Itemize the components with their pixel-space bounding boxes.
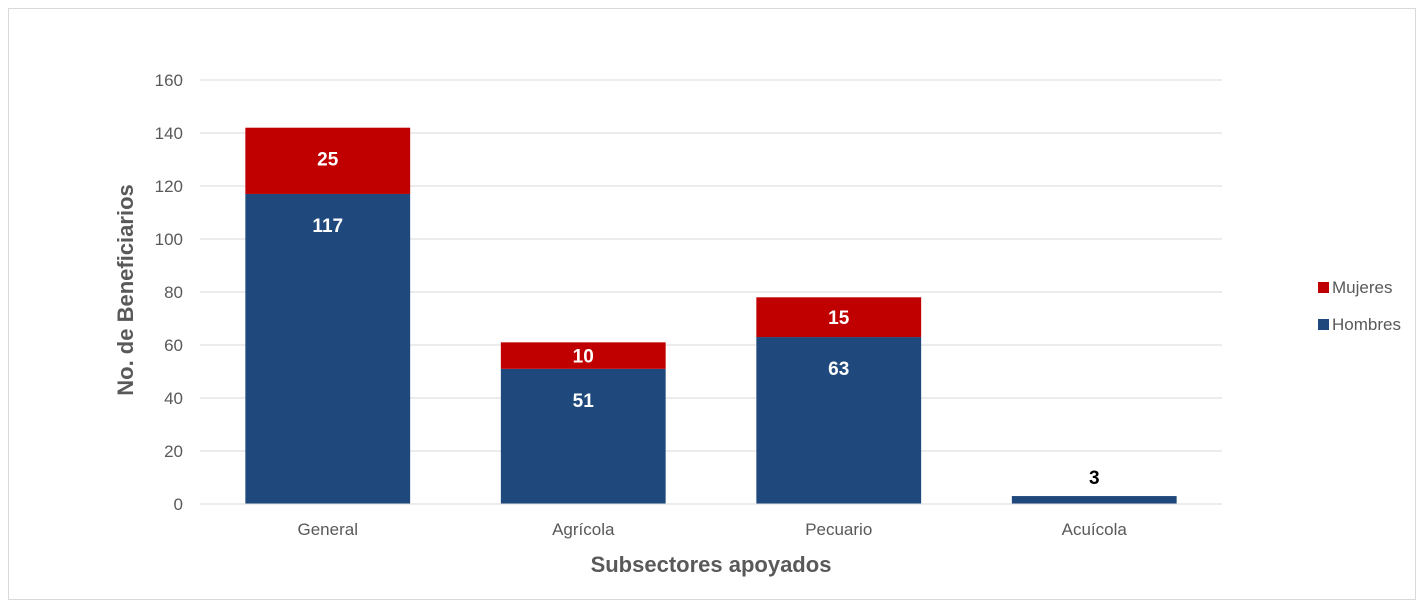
y-tick-label: 80 [164, 283, 183, 302]
data-label-hombres: 51 [573, 391, 595, 412]
data-labels: 117 25 51 10 63 15 3 [312, 150, 1099, 489]
legend-swatch-mujeres [1318, 282, 1329, 293]
bar-mujeres [500, 342, 666, 369]
bar-hombres [1011, 496, 1177, 504]
bars [245, 127, 1177, 504]
chart-frame [8, 8, 1416, 600]
data-label-hombres: 117 [312, 216, 343, 237]
y-tick-label: 160 [155, 71, 183, 90]
y-axis-ticks: 0 20 40 60 80 100 120 140 160 [155, 71, 183, 514]
data-label-mujeres: 25 [317, 150, 339, 171]
y-tick-label: 0 [174, 495, 183, 514]
x-tick-label: General [298, 520, 358, 539]
y-tick-label: 140 [155, 124, 183, 143]
bar-hombres [500, 368, 666, 504]
bar-hombres [245, 193, 411, 504]
bar-mujeres [756, 297, 922, 338]
data-label-hombres: 63 [828, 359, 849, 380]
data-label-hombres: 3 [1089, 468, 1100, 489]
data-label-mujeres: 10 [573, 347, 594, 368]
x-tick-label: Agrícola [552, 520, 615, 539]
y-tick-label: 120 [155, 177, 183, 196]
legend-label-mujeres: Mujeres [1332, 278, 1392, 297]
bar-hombres [756, 337, 922, 504]
data-label-mujeres: 15 [828, 308, 850, 329]
y-tick-label: 100 [155, 230, 183, 249]
legend: Mujeres Hombres [1318, 278, 1401, 334]
y-tick-label: 20 [164, 442, 183, 461]
y-tick-label: 40 [164, 389, 183, 408]
x-tick-label: Pecuario [805, 520, 872, 539]
x-axis-title: Subsectores apoyados [591, 552, 832, 577]
bar-mujeres [245, 127, 411, 194]
x-axis-ticks: General Agrícola Pecuario Acuícola [298, 520, 1128, 539]
legend-swatch-hombres [1318, 319, 1329, 330]
y-tick-label: 60 [164, 336, 183, 355]
x-tick-label: Acuícola [1062, 520, 1128, 539]
legend-label-hombres: Hombres [1332, 315, 1401, 334]
y-axis-title: No. de Beneficiarios [113, 184, 138, 396]
